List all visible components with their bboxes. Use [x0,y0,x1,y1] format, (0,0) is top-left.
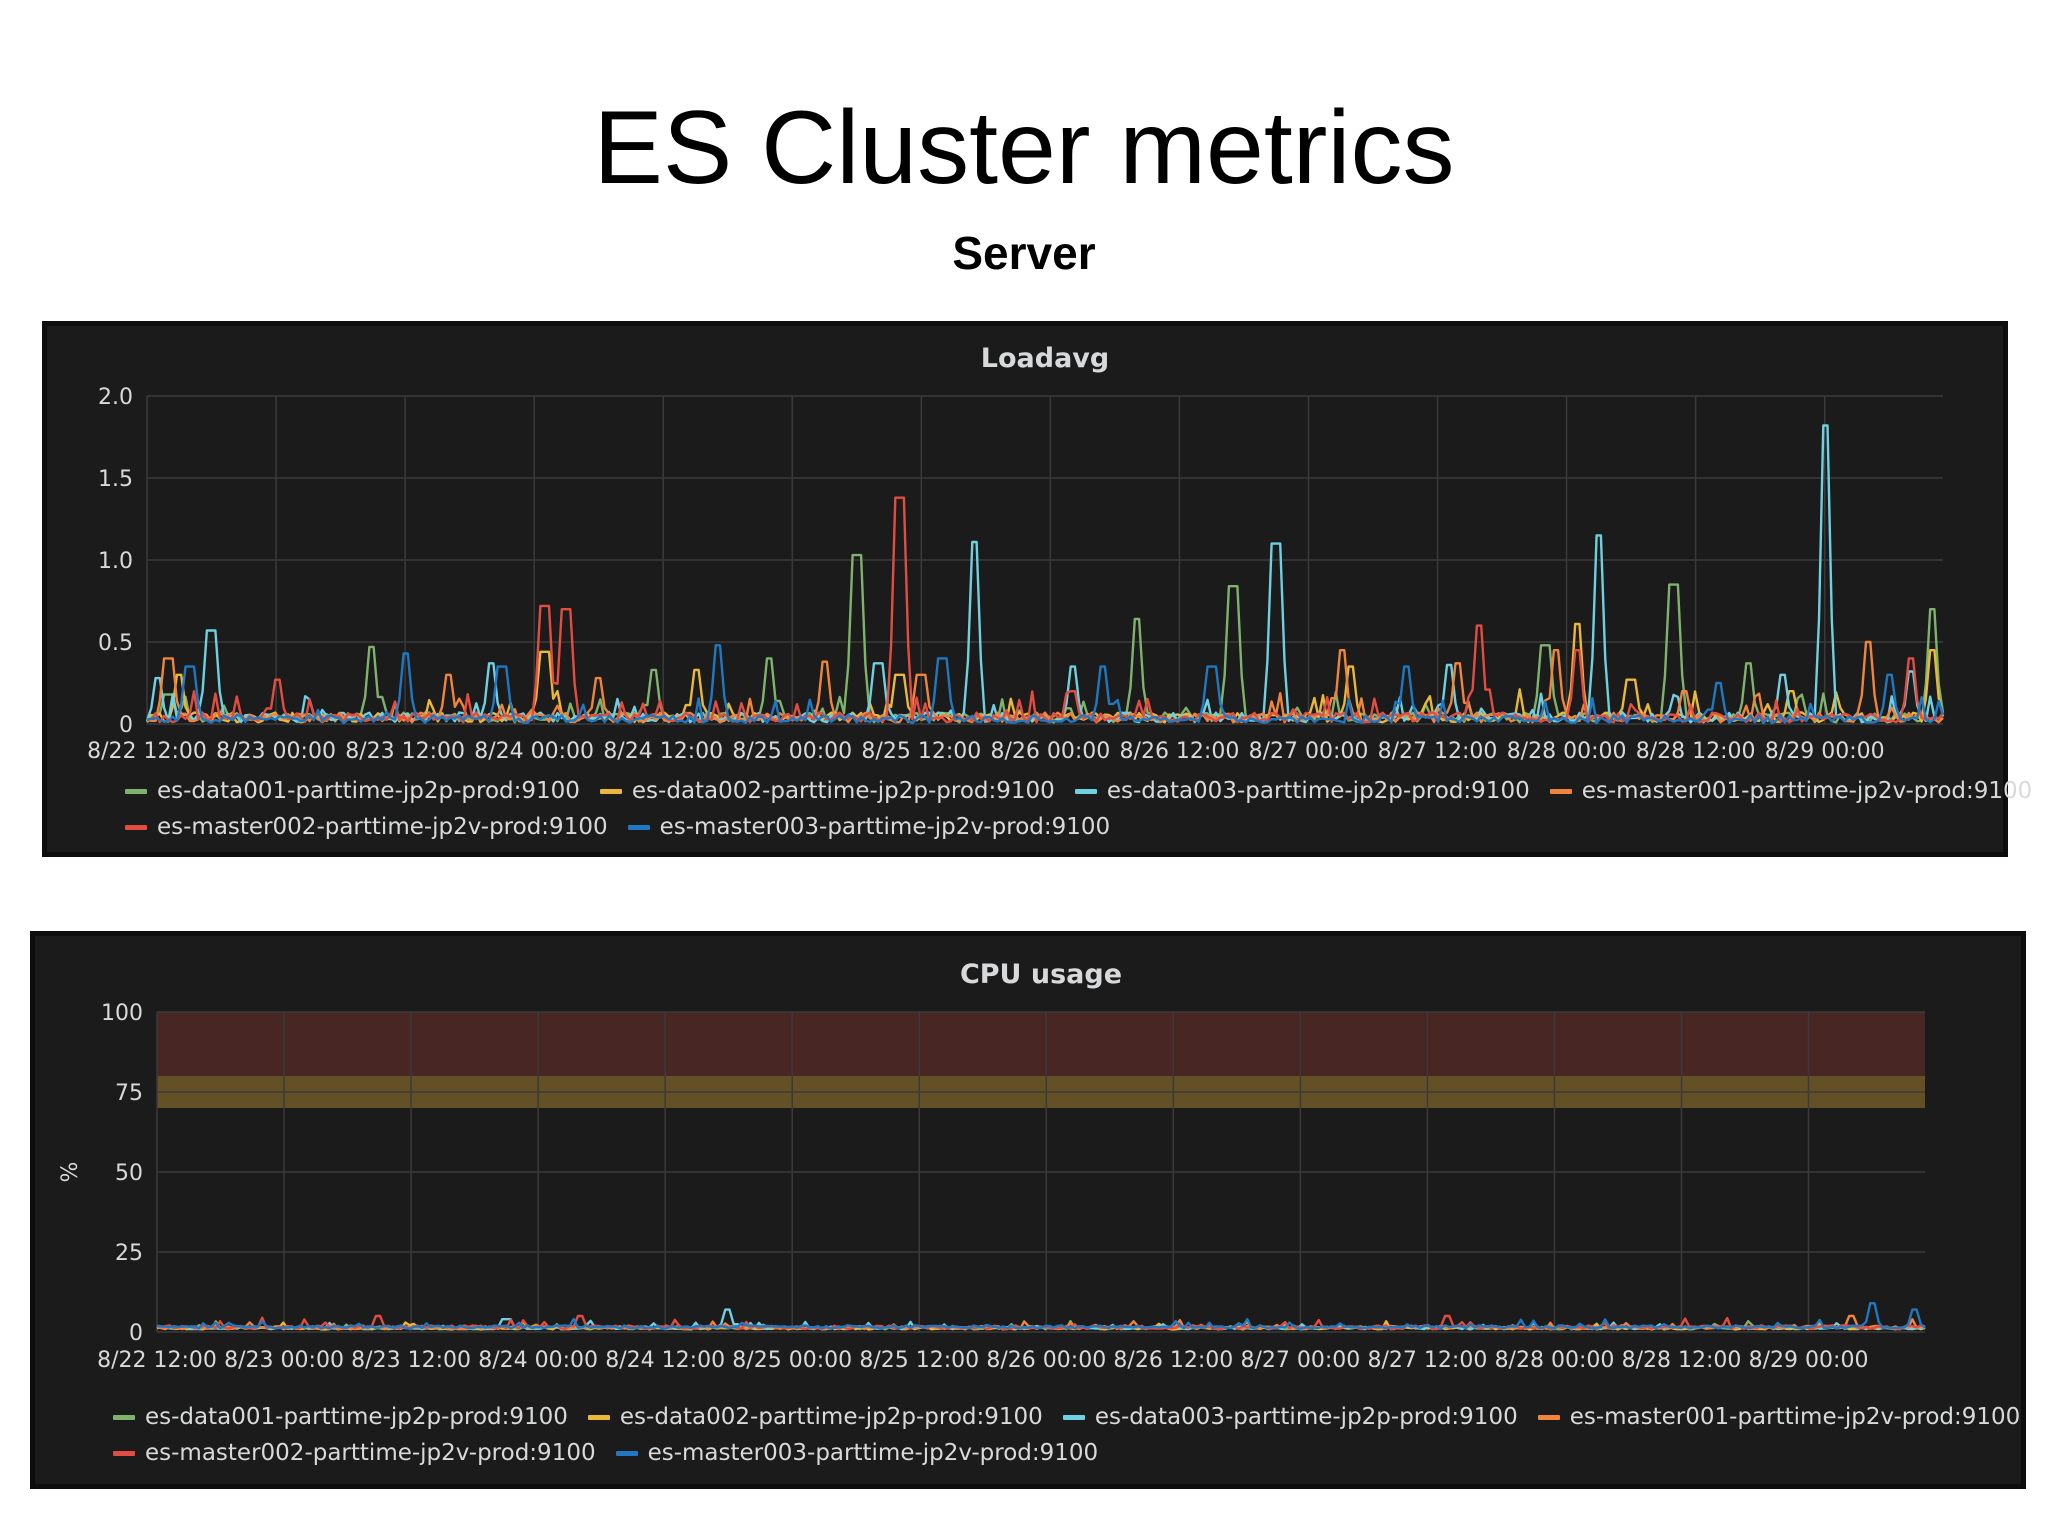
x-tick-label: 8/23 12:00 [345,739,465,764]
legend-item[interactable]: es-data001-parttime-jp2p-prod:9100 [113,1404,568,1430]
loadavg-legend-row-2: es-master002-parttime-jp2v-prod:9100 es-m… [125,814,1130,840]
legend-label: es-master003-parttime-jp2v-prod:9100 [647,1440,1099,1466]
x-tick-label: 8/22 12:00 [97,1348,217,1373]
x-tick-label: 8/29 00:00 [1765,739,1885,764]
legend-swatch [587,1414,610,1420]
x-tick-label: 8/27 12:00 [1368,1348,1488,1373]
cpu-usage-chart: CPU usage 0 25 50 75 100 8/22 12:00 8/23 00:00 8… [58,959,1926,1373]
slide-title: ES Cluster metrics [593,90,1455,206]
series-line-5 [146,496,1944,724]
x-tick-label: 8/25 12:00 [861,739,981,764]
y-tick-label: 50 [115,1161,143,1186]
legend-swatch [615,1450,638,1456]
legend-swatch [125,788,147,794]
chart-title: Loadavg [981,343,1109,374]
y-tick-label: 0.5 [98,631,133,656]
x-tick-label: 8/22 12:00 [87,739,207,764]
legend-item[interactable]: es-master002-parttime-jp2v-prod:9100 [125,814,608,840]
cpu-legend-row-2: es-master002-parttime-jp2v-prod:9100 es-m… [113,1440,1118,1466]
legend-swatch [125,824,147,830]
legend-item[interactable]: es-master003-parttime-jp2v-prod:9100 [627,814,1111,840]
legend-item[interactable]: es-master002-parttime-jp2v-prod:9100 [113,1440,596,1466]
legend-item[interactable]: es-data003-parttime-jp2p-prod:9100 [1062,1404,1518,1430]
legend-swatch [113,1414,135,1420]
x-tick-label: 8/28 12:00 [1636,739,1756,764]
series-line-3 [145,424,1943,724]
y-axis-label: % [58,1162,83,1183]
threshold-band [157,1012,1925,1076]
legend-label: es-data001-parttime-jp2p-prod:9100 [145,1404,568,1430]
legend-swatch [113,1450,135,1456]
x-tick-label: 8/23 00:00 [224,1348,344,1373]
y-tick-label: 0 [119,713,133,738]
y-tick-label: 25 [115,1241,143,1266]
y-tick-label: 2.0 [98,385,133,410]
legend-item[interactable]: es-data002-parttime-jp2p-prod:9100 [587,1404,1043,1430]
legend-swatch [627,824,650,830]
legend-item[interactable]: es-master001-parttime-jp2v-prod:9100 [1549,778,2033,804]
x-tick-label: 8/25 00:00 [732,1348,852,1373]
x-tick-label: 8/25 12:00 [859,1348,979,1373]
legend-item[interactable]: es-data003-parttime-jp2p-prod:9100 [1074,778,1530,804]
y-tick-label: 1.5 [98,467,133,492]
series-line-6 [146,644,1945,725]
x-tick-label: 8/26 12:00 [1120,739,1240,764]
legend-label: es-data003-parttime-jp2p-prod:9100 [1106,778,1530,804]
x-tick-label: 8/29 00:00 [1749,1348,1869,1373]
legend-swatch [1074,788,1097,794]
chart-title: CPU usage [960,959,1122,990]
y-tick-label: 0 [129,1321,143,1346]
y-tick-label: 100 [101,1001,143,1026]
x-tick-label: 8/27 00:00 [1249,739,1369,764]
series-line-4 [146,640,1944,724]
x-tick-label: 8/23 00:00 [216,739,336,764]
x-tick-label: 8/25 00:00 [732,739,852,764]
x-tick-label: 8/27 12:00 [1378,739,1498,764]
loadavg-chart: Loadavg 0 0.5 1.0 1.5 2.0 8/22 12:00 8/23 00:00… [87,343,1945,764]
x-tick-label: 8/23 12:00 [351,1348,471,1373]
x-tick-label: 8/26 00:00 [990,739,1110,764]
x-tick-label: 8/24 00:00 [478,1348,598,1373]
legend-swatch [1537,1414,1560,1420]
loadavg-panel: Loadavg 0 0.5 1.0 1.5 2.0 8/22 12:00 8/23 00:00… [42,321,2032,857]
legend-item[interactable]: es-data001-parttime-jp2p-prod:9100 [125,778,580,804]
legend-item[interactable]: es-master001-parttime-jp2v-prod:9100 [1537,1404,2021,1430]
legend-label: es-data001-parttime-jp2p-prod:9100 [157,778,580,804]
y-tick-label: 75 [115,1081,143,1106]
x-tick-label: 8/24 12:00 [605,1348,725,1373]
legend-swatch [1549,788,1572,794]
x-tick-label: 8/26 00:00 [986,1348,1106,1373]
legend-item[interactable]: es-master003-parttime-jp2v-prod:9100 [615,1440,1099,1466]
legend-label: es-master002-parttime-jp2v-prod:9100 [157,814,608,840]
x-tick-label: 8/26 12:00 [1113,1348,1233,1373]
legend-label: es-master002-parttime-jp2v-prod:9100 [145,1440,596,1466]
x-tick-label: 8/28 00:00 [1507,739,1627,764]
legend-label: es-data002-parttime-jp2p-prod:9100 [631,778,1055,804]
legend-label: es-master001-parttime-jp2v-prod:9100 [1581,778,2033,804]
legend-label: es-data003-parttime-jp2p-prod:9100 [1094,1404,1518,1430]
legend-item[interactable]: es-data002-parttime-jp2p-prod:9100 [599,778,1055,804]
series-line-6 [156,1302,1926,1330]
x-tick-label: 8/24 12:00 [603,739,723,764]
x-tick-label: 8/28 12:00 [1622,1348,1742,1373]
legend-label: es-master001-parttime-jp2v-prod:9100 [1569,1404,2021,1430]
series-line-2 [145,622,1945,724]
x-tick-label: 8/24 00:00 [474,739,594,764]
x-tick-label: 8/27 00:00 [1240,1348,1360,1373]
loadavg-legend-row-1: es-data001-parttime-jp2p-prod:9100 es-dat… [125,778,2048,804]
legend-label: es-master003-parttime-jp2v-prod:9100 [659,814,1111,840]
legend-swatch [599,788,622,794]
legend-label: es-data002-parttime-jp2p-prod:9100 [619,1404,1043,1430]
slide-subtitle: Server [952,227,1096,279]
cpu-usage-panel: CPU usage 0 25 50 75 100 8/22 12:00 8/23 00:00 8… [30,931,2026,1489]
x-tick-label: 8/28 00:00 [1495,1348,1615,1373]
y-tick-label: 1.0 [98,549,133,574]
cpu-legend-row-1: es-data001-parttime-jp2p-prod:9100 es-dat… [113,1404,2040,1430]
legend-swatch [1062,1414,1085,1420]
